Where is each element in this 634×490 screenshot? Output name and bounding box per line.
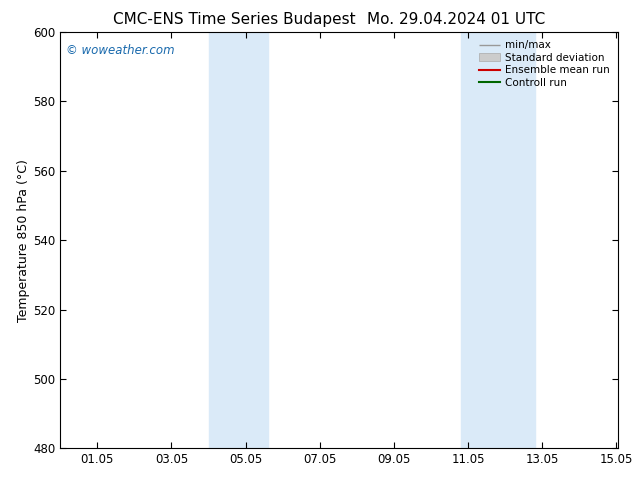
Bar [209,32,268,448]
Legend: min/max, Standard deviation, Ensemble mean run, Controll run: min/max, Standard deviation, Ensemble me… [476,37,613,91]
Bar [460,32,534,448]
Text: © woweather.com: © woweather.com [66,44,174,57]
Text: CMC-ENS Time Series Budapest: CMC-ENS Time Series Budapest [113,12,356,27]
Text: Mo. 29.04.2024 01 UTC: Mo. 29.04.2024 01 UTC [367,12,546,27]
Y-axis label: Temperature 850 hPa (°C): Temperature 850 hPa (°C) [17,159,30,321]
